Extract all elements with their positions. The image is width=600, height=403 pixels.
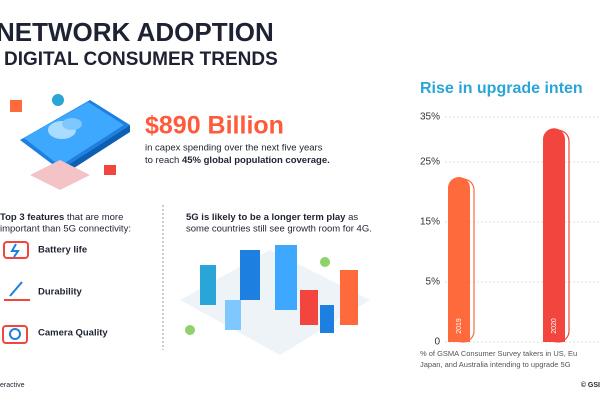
capex-text: to reach	[145, 155, 182, 166]
y-tick-label: 0	[434, 337, 440, 348]
chart-title: Rise in upgrade inten	[420, 80, 583, 97]
capex-text: in capex spending over the next five yea…	[145, 143, 323, 154]
feature-item: Battery life	[38, 245, 87, 256]
x-tick-label: 2020	[551, 318, 558, 334]
feature-icons	[2, 241, 30, 344]
y-tick-label: 25%	[420, 157, 440, 168]
footer-right: © GSI	[581, 381, 600, 389]
capex-bold: 45% global population coverage.	[182, 155, 330, 166]
capex-amount: $890 Billion	[145, 112, 284, 140]
chart-caption: Japan, and Australia intending to upgrad…	[420, 360, 571, 369]
chart-caption: % of GSMA Consumer Survey takers in US, …	[420, 349, 577, 358]
longterm-bold: 5G is likely to be a longer term play	[186, 212, 346, 223]
bar	[543, 128, 565, 342]
subtitle: DIGITAL CONSUMER TRENDS	[4, 49, 278, 70]
features-text: that are more	[64, 212, 123, 223]
plot: 0 5% 15% 25% 35% 2019 2020	[420, 112, 600, 348]
phone-illustration	[10, 94, 130, 190]
capex-text: to reach 45% global population coverage.	[145, 155, 330, 166]
longterm-text: 5G is likely to be a longer term play as	[186, 212, 358, 223]
features-bold: Top 3 features	[0, 212, 64, 223]
bar	[448, 177, 470, 342]
longterm-text: some countries still see growth room for…	[186, 224, 372, 235]
y-tick-label: 35%	[420, 112, 440, 123]
feature-item: Durability	[38, 287, 83, 298]
y-tick-label: 15%	[420, 217, 440, 228]
title: NETWORK ADOPTION	[0, 17, 274, 47]
features-intro: Top 3 features that are more	[0, 212, 123, 223]
longterm-text: as	[345, 212, 358, 223]
bar-foot	[543, 331, 565, 342]
y-tick-label: 5%	[426, 277, 441, 288]
features-intro: important than 5G connectivity:	[0, 224, 131, 235]
x-tick-label: 2019	[456, 318, 463, 334]
footer-left: eractive	[0, 382, 25, 389]
bar-foot	[448, 331, 470, 342]
feature-item: Camera Quality	[38, 328, 108, 339]
city-illustration	[180, 245, 370, 355]
